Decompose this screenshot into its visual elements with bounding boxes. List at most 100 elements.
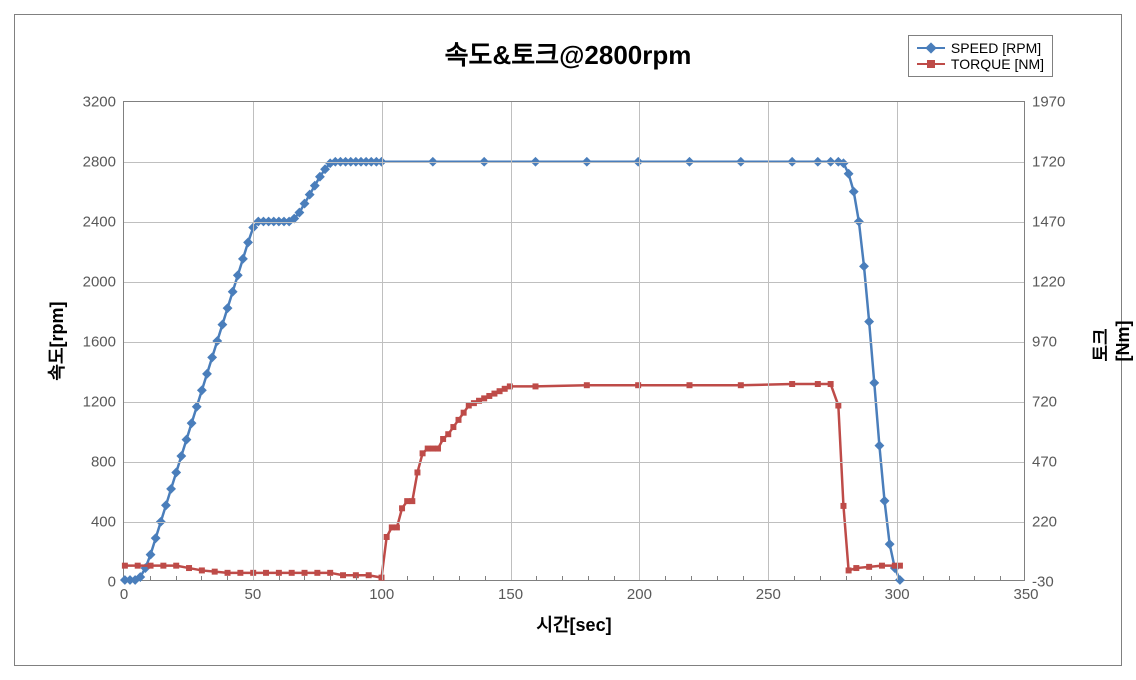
x-minor-tick — [871, 576, 872, 581]
series-marker — [340, 572, 346, 578]
x-minor-tick — [794, 576, 795, 581]
legend-label: SPEED [RPM] — [951, 40, 1041, 56]
series-marker — [835, 403, 841, 409]
x-tick-label: 250 — [756, 586, 781, 603]
series-marker — [815, 381, 821, 387]
x-minor-tick — [485, 576, 486, 581]
y-left-tick-label: 3200 — [83, 94, 116, 111]
series-marker — [445, 431, 451, 437]
x-minor-tick — [459, 576, 460, 581]
y-right-tick-label: 1220 — [1032, 274, 1065, 291]
x-tick-label: 50 — [245, 586, 262, 603]
series-marker — [389, 524, 395, 530]
series-marker — [187, 418, 197, 428]
series-marker — [148, 563, 154, 569]
series-marker — [327, 570, 333, 576]
legend-label: TORQUE [NM] — [951, 56, 1044, 72]
gridline-v — [639, 102, 640, 580]
x-tick-label: 300 — [885, 586, 910, 603]
series-marker — [276, 570, 282, 576]
x-minor-tick — [691, 576, 692, 581]
gridline-h — [124, 462, 1024, 463]
series-marker — [223, 303, 233, 313]
series-marker — [859, 261, 869, 271]
series-marker — [122, 563, 128, 569]
x-minor-tick — [820, 576, 821, 581]
series-marker — [404, 498, 410, 504]
x-minor-tick — [279, 576, 280, 581]
x-minor-tick — [227, 576, 228, 581]
y-right-tick-label: 1720 — [1032, 154, 1065, 171]
y-axis-label-right: 토크[Nm] — [1087, 321, 1134, 362]
x-minor-tick — [433, 576, 434, 581]
series-marker — [399, 505, 405, 511]
series-marker — [840, 503, 846, 509]
series-marker — [502, 386, 508, 392]
series-marker — [486, 393, 492, 399]
y-left-tick-label: 0 — [108, 574, 116, 591]
y-right-tick-label: 1470 — [1032, 214, 1065, 231]
series-marker — [869, 378, 879, 388]
x-minor-tick — [407, 576, 408, 581]
y-left-tick-label: 1600 — [83, 334, 116, 351]
series-marker — [384, 534, 390, 540]
gridline-h — [124, 342, 1024, 343]
x-minor-tick — [330, 576, 331, 581]
gridline-v — [511, 102, 512, 580]
series-marker — [789, 381, 795, 387]
series-marker — [497, 388, 503, 394]
y-left-tick-label: 1200 — [83, 394, 116, 411]
series-marker — [853, 565, 859, 571]
series-marker — [394, 524, 400, 530]
series-marker — [243, 237, 253, 247]
series-marker — [238, 254, 248, 264]
x-minor-tick — [304, 576, 305, 581]
x-tick-label: 0 — [120, 586, 128, 603]
series-line — [125, 162, 900, 580]
x-minor-tick — [614, 576, 615, 581]
square-icon — [927, 60, 935, 68]
series-marker — [461, 410, 467, 416]
gridline-v — [897, 102, 898, 580]
series-marker — [885, 539, 895, 549]
series-marker — [233, 270, 243, 280]
gridline-v — [253, 102, 254, 580]
x-minor-tick — [562, 576, 563, 581]
series-marker — [844, 169, 854, 179]
series-marker — [864, 317, 874, 327]
series-marker — [310, 181, 320, 191]
series-marker — [366, 572, 372, 578]
series-marker — [217, 320, 227, 330]
x-minor-tick — [923, 576, 924, 581]
series-marker — [491, 391, 497, 397]
series-marker — [420, 450, 426, 456]
gridline-h — [124, 162, 1024, 163]
series-marker — [199, 567, 205, 573]
series-marker — [435, 446, 441, 452]
series-marker — [879, 563, 885, 569]
series-marker — [456, 417, 462, 423]
series-marker — [173, 563, 179, 569]
diamond-icon — [925, 42, 936, 53]
series-marker — [305, 190, 315, 200]
series-marker — [314, 570, 320, 576]
x-minor-tick — [717, 576, 718, 581]
series-marker — [300, 199, 310, 209]
legend-swatch — [917, 63, 945, 65]
series-marker — [828, 381, 834, 387]
x-minor-tick — [743, 576, 744, 581]
y-right-tick-label: 1970 — [1032, 94, 1065, 111]
y-right-tick-label: 220 — [1032, 514, 1057, 531]
x-minor-tick — [356, 576, 357, 581]
series-marker — [414, 469, 420, 475]
series-marker — [584, 382, 590, 388]
series-svg — [124, 102, 1024, 580]
x-tick-label: 150 — [498, 586, 523, 603]
gridline-v — [382, 102, 383, 580]
series-marker — [192, 402, 202, 412]
y-left-tick-label: 400 — [91, 514, 116, 531]
y-left-tick-label: 2800 — [83, 154, 116, 171]
series-marker — [228, 287, 238, 297]
x-minor-tick — [588, 576, 589, 581]
series-marker — [846, 567, 852, 573]
